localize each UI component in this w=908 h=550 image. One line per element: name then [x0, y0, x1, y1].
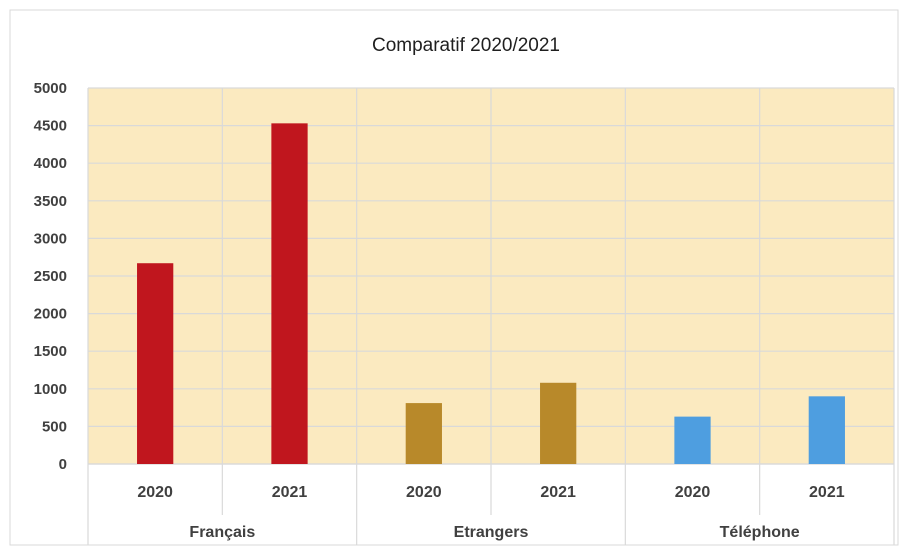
bar-2-0 [674, 416, 711, 464]
x-tick-label: 2021 [809, 484, 845, 501]
bar-2-1 [808, 396, 845, 464]
y-tick-label: 5000 [34, 80, 67, 97]
bar-0-1 [271, 123, 308, 465]
y-tick-label: 0 [59, 456, 67, 473]
x-tick-label: 2020 [137, 484, 173, 501]
plot-area: 0 500 1000 1500 2000 2500 3000 3500 4000 4500 5000… [34, 80, 895, 545]
y-tick-label: 4500 [34, 118, 67, 135]
group-label: Français [189, 524, 255, 541]
x-tick-label: 2020 [406, 484, 442, 501]
y-tick-label: 2000 [34, 306, 67, 323]
group-label: Etrangers [454, 524, 529, 541]
x-tick-label: 2021 [540, 484, 576, 501]
y-tick-label: 3500 [34, 193, 67, 210]
y-tick-label: 1000 [34, 381, 67, 398]
bar-1-0 [405, 403, 442, 464]
group-label: Téléphone [720, 524, 800, 541]
bar-1-1 [540, 382, 577, 464]
y-tick-label: 2500 [34, 268, 67, 285]
y-tick-label: 500 [42, 418, 67, 435]
y-tick-label: 1500 [34, 343, 67, 360]
bar-0-0 [137, 263, 174, 464]
x-tick-label: 2021 [272, 484, 308, 501]
y-tick-label: 4000 [34, 155, 67, 172]
x-tick-label: 2020 [675, 484, 711, 501]
chart-title: Comparatif 2020/2021 [372, 35, 560, 56]
y-tick-label: 3000 [34, 230, 67, 247]
